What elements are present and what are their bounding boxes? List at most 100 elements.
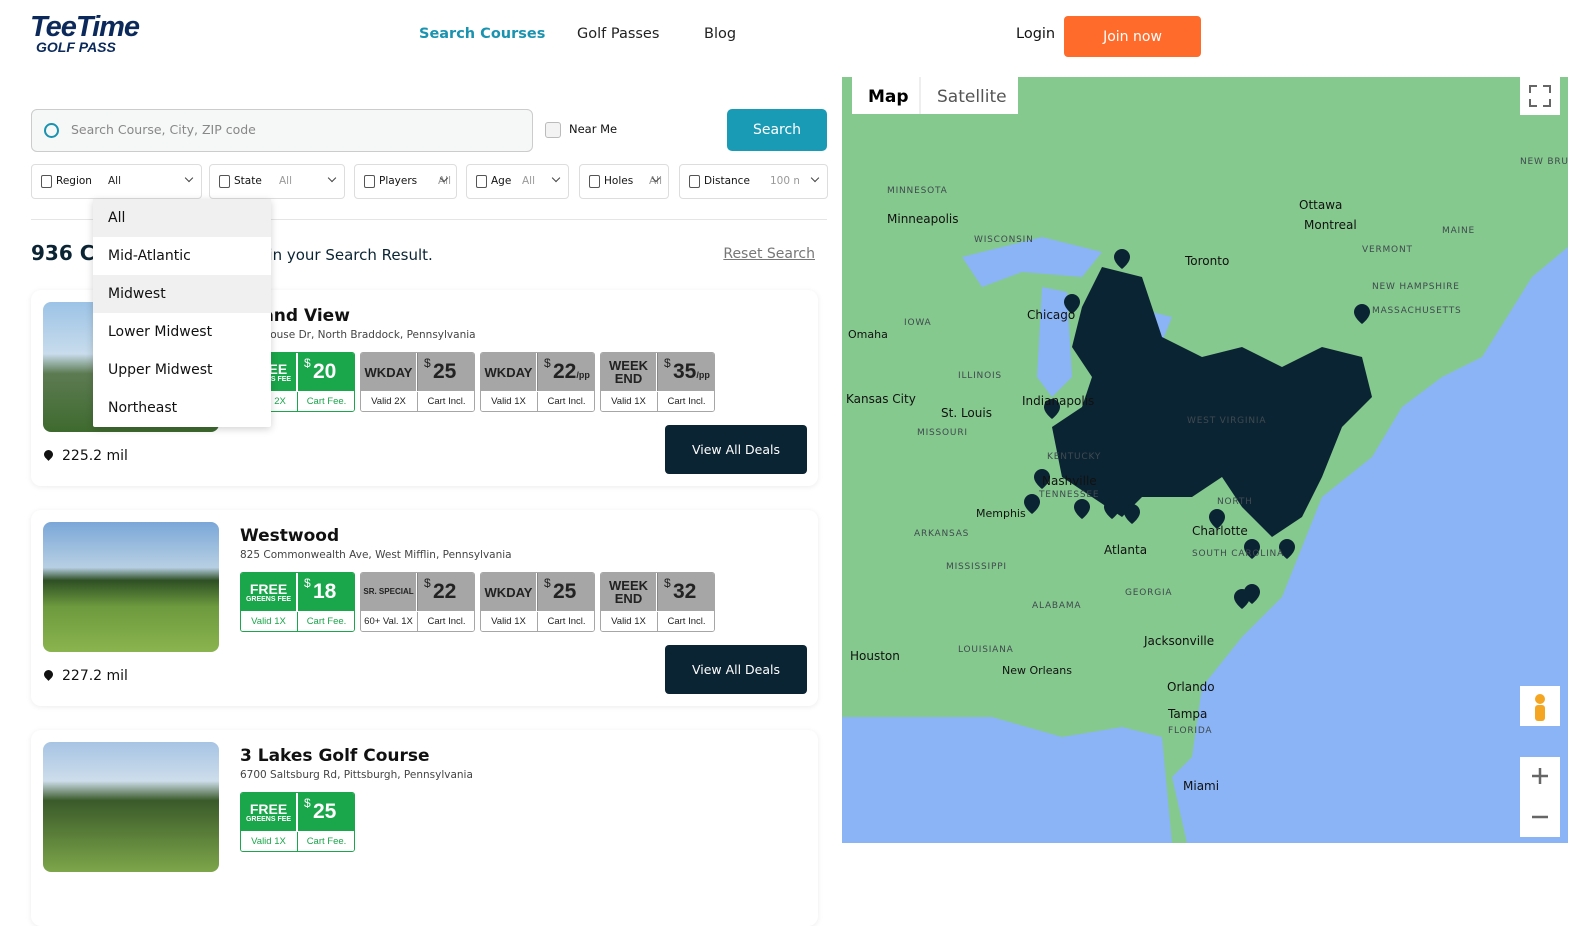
nav-link[interactable]: Blog (704, 26, 737, 42)
deal-price: $32 (657, 573, 714, 611)
map-label: KENTUCKY (1047, 452, 1101, 462)
deal-type-sub: END (614, 371, 643, 386)
fullscreen-icon (1529, 85, 1551, 107)
map-marker[interactable] (1144, 459, 1160, 479)
deal-type-top: WKDAY (364, 364, 413, 380)
dropdown-option[interactable]: Northeast (108, 400, 178, 416)
price-value: 35/pp (673, 360, 710, 384)
filter-icon (41, 175, 52, 188)
price-value: 25 (433, 360, 456, 384)
map-marker[interactable] (1024, 494, 1040, 514)
filter[interactable]: Holes All (579, 164, 669, 199)
filter-value: All (108, 175, 122, 187)
filter[interactable]: Region All (31, 164, 202, 199)
map-label: VERMONT (1362, 245, 1413, 255)
deal[interactable]: WKDAY $25 Valid 2X Cart Incl. (360, 352, 475, 412)
deal-price: $22/pp (537, 353, 594, 391)
map-marker[interactable] (1209, 509, 1225, 529)
map-tab[interactable]: Satellite (937, 87, 1007, 107)
dropdown-option[interactable]: Mid-Atlantic (108, 248, 191, 264)
lake-michigan (1037, 287, 1072, 397)
deal-type-top: WEEK (609, 358, 648, 373)
filter-icon (219, 175, 230, 188)
map-label: Memphis (976, 507, 1026, 520)
search-placeholder: Search Course, City, ZIP code (71, 122, 256, 137)
chevron (184, 173, 194, 183)
price-value: 18 (313, 580, 336, 604)
pin-icon (42, 668, 55, 681)
course-image (43, 522, 219, 652)
map-marker[interactable] (1104, 499, 1120, 519)
deal-valid: Valid 1X (241, 612, 296, 631)
map-label: New Orleans (1002, 664, 1072, 677)
map-label: Jacksonville (1143, 634, 1214, 648)
price: 22 (433, 580, 457, 603)
deal[interactable]: WEEK END $35/pp Valid 1X Cart Incl. (600, 352, 715, 412)
map-marker[interactable] (1034, 469, 1050, 489)
course-name[interactable]: 3 Lakes Golf Course (240, 746, 430, 766)
map-label: Omaha (848, 328, 888, 341)
currency: $ (424, 576, 431, 590)
search-button[interactable]: Search (727, 109, 827, 151)
reset-search[interactable]: Reset Search (723, 246, 815, 262)
near-me-checkbox[interactable] (545, 122, 561, 138)
filter[interactable]: Age All (466, 164, 569, 199)
map-marker[interactable] (1354, 304, 1370, 324)
view-deals-button[interactable]: View All Deals (665, 645, 807, 694)
dropdown-option[interactable]: Upper Midwest (108, 362, 213, 378)
deal[interactable]: SR. SPECIAL $22 60+ Val. 1X Cart Incl. (360, 572, 475, 632)
fullscreen-button[interactable] (1520, 77, 1560, 115)
map-marker[interactable] (1124, 349, 1140, 369)
logo-bottom: GOLF PASS (36, 39, 116, 55)
map-label: TENNESSEE (1038, 490, 1099, 500)
deal-note: Cart Fee. (297, 832, 354, 851)
map-marker[interactable] (1124, 504, 1140, 524)
map-marker[interactable] (1234, 589, 1250, 609)
map-label: St. Louis (941, 406, 992, 420)
currency: $ (544, 576, 551, 590)
search-box[interactable]: Search Course, City, ZIP code (31, 109, 533, 152)
deal-note: Cart Fee. (297, 612, 354, 631)
nav-link[interactable]: Search Courses (419, 26, 546, 42)
deal[interactable]: FREE GREENS FEE $25 Valid 1X Cart Fee. (240, 792, 355, 852)
map-label: MINNESOTA (887, 186, 948, 196)
map-tab[interactable]: Map (868, 87, 909, 107)
map-marker[interactable] (1064, 294, 1080, 314)
marker-cluster (1052, 267, 1372, 537)
deal[interactable]: WKDAY $22/pp Valid 1X Cart Incl. (480, 352, 595, 412)
nav-link[interactable]: Golf Passes (577, 26, 660, 42)
map-marker[interactable] (1244, 539, 1260, 559)
course-name[interactable]: Westwood (240, 526, 340, 546)
logo[interactable]: TeeTime GOLF PASS (30, 13, 140, 55)
currency: $ (544, 356, 551, 370)
dropdown-option[interactable]: Lower Midwest (108, 324, 213, 340)
map-marker[interactable] (1174, 429, 1190, 449)
price-value: 25 (553, 580, 576, 604)
join-button[interactable]: Join now (1064, 16, 1201, 57)
page: TeeTime GOLF PASS Search Courses Golf Pas… (30, 12, 1568, 872)
deal[interactable]: FREE GREENS FEE $18 Valid 1X Cart Fee. (240, 572, 355, 632)
filter-label: Region (56, 175, 92, 187)
deal-price: $18 (297, 573, 354, 611)
filter[interactable]: Distance 100 miles (679, 164, 828, 199)
dropdown-option[interactable]: Midwest (93, 275, 271, 313)
price: 20 (313, 360, 337, 383)
map-marker[interactable] (1044, 399, 1060, 419)
deal[interactable]: WKDAY $25 Valid 1X Cart Incl. (480, 572, 595, 632)
view-deals-button[interactable]: View All Deals (665, 425, 807, 474)
map-marker[interactable] (1114, 249, 1130, 269)
filter[interactable]: Players All (354, 164, 457, 199)
map-label: NEW HAMPSHIRE (1372, 282, 1460, 292)
pin-icon (42, 448, 55, 461)
map-marker[interactable] (1074, 499, 1090, 519)
price: 25 (433, 360, 457, 383)
deal-valid: Valid 2X (361, 392, 416, 411)
dropdown-option[interactable]: All (93, 199, 271, 237)
map-label: NORTH (1217, 497, 1253, 507)
map-marker[interactable] (1279, 539, 1295, 559)
deal[interactable]: WEEK END $32 Valid 1X Cart Incl. (600, 572, 715, 632)
login[interactable]: Login (1016, 26, 1056, 42)
filter[interactable]: State All (209, 164, 345, 199)
deal-type-top: SR. SPECIAL (363, 587, 414, 596)
map-label: Kansas City (846, 392, 916, 406)
